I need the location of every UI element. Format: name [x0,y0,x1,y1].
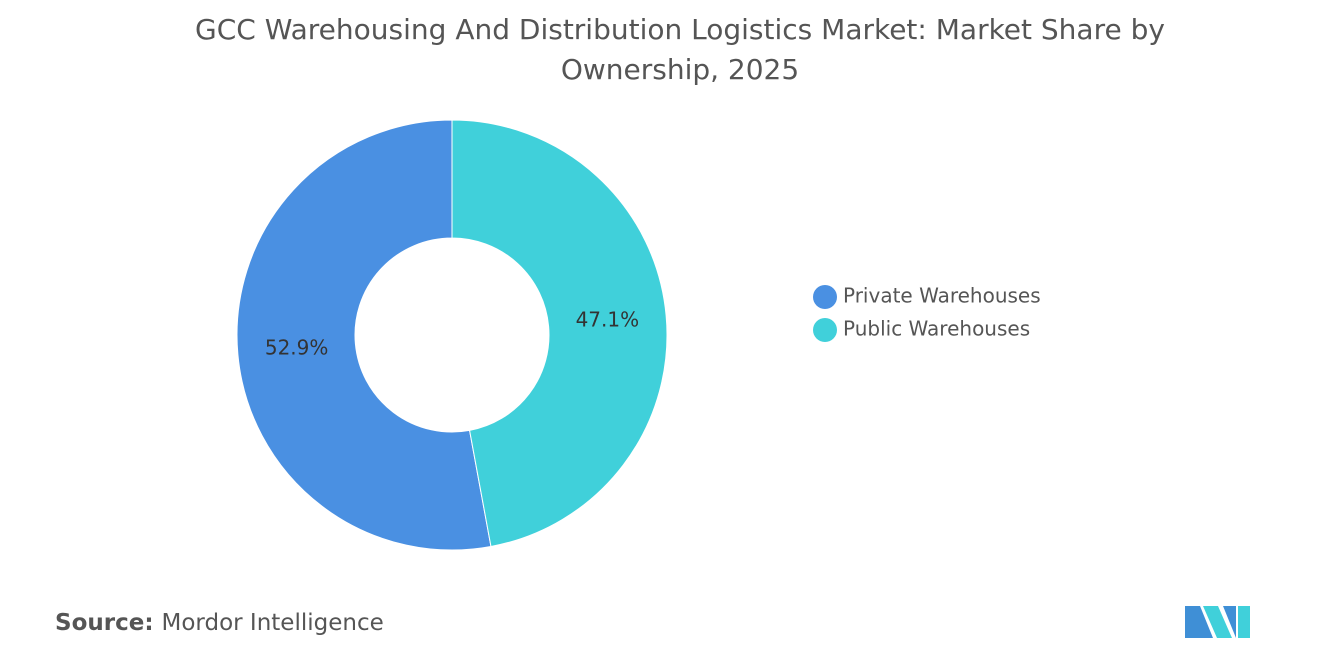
chart-title: GCC Warehousing And Distribution Logisti… [195,13,1165,86]
legend-marker [813,318,837,342]
legend-label: Public Warehouses [843,317,1030,341]
data-label: 47.1% [576,307,640,331]
source: Source: Mordor Intelligence [55,610,384,636]
legend-marker [813,285,837,309]
donut-slice [451,119,668,548]
source-label: Source: [55,610,154,636]
logo [1185,606,1250,638]
source-text: Mordor Intelligence [161,610,384,636]
donut-slice [236,119,492,551]
data-label: 52.9% [265,336,329,360]
legend-label: Private Warehouses [843,284,1041,308]
